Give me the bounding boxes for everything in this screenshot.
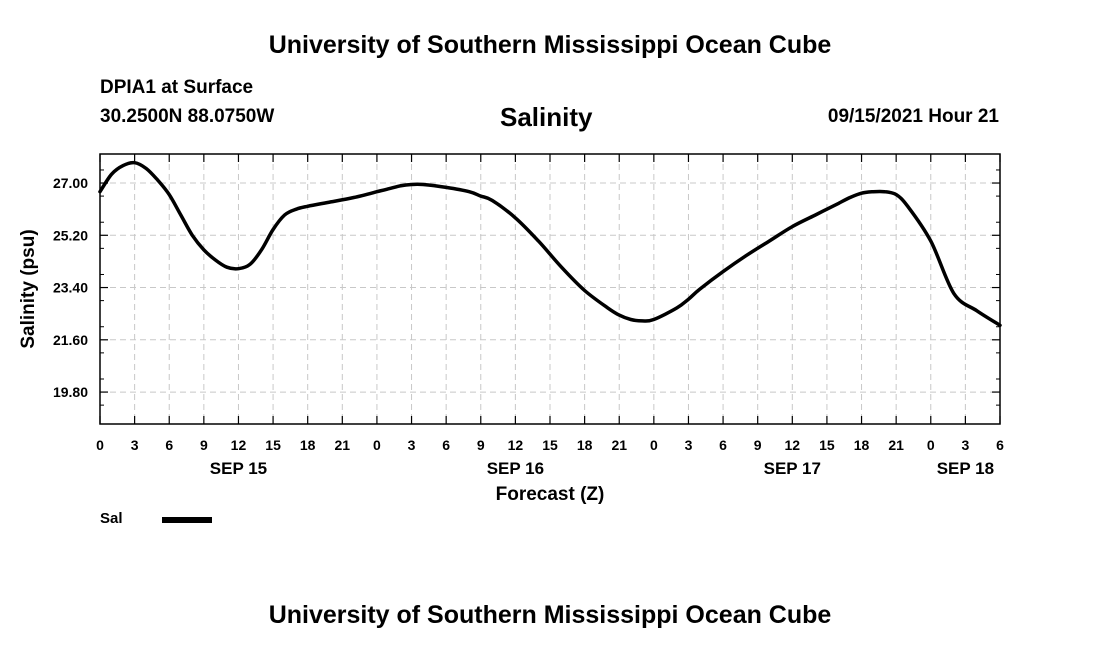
- y-tick-label: 19.80: [53, 384, 88, 400]
- x-tick-label: 6: [442, 437, 450, 453]
- y-axis-label: Salinity (psu): [18, 229, 39, 348]
- x-tick-label: 0: [650, 437, 658, 453]
- x-tick-label: 18: [854, 437, 870, 453]
- x-tick-label: 12: [785, 437, 801, 453]
- station-label: DPIA1 at Surface: [100, 77, 254, 98]
- footer-title: University of Southern Mississippi Ocean…: [268, 601, 832, 629]
- x-axis-label: Forecast (Z): [496, 484, 605, 505]
- x-tick-label: 3: [961, 437, 969, 453]
- y-tick-label: 23.40: [53, 280, 88, 296]
- x-tick-label: 15: [819, 437, 835, 453]
- x-tick-label: 15: [265, 437, 281, 453]
- day-label: SEP 18: [937, 459, 994, 478]
- x-tick-label: 3: [685, 437, 693, 453]
- x-tick-label: 6: [719, 437, 727, 453]
- forecast-date: 09/15/2021 Hour 21: [827, 106, 999, 127]
- coordinates-label: 30.2500N 88.0750W: [100, 106, 275, 127]
- chart-grid: [100, 154, 1000, 424]
- x-tick-label: 0: [927, 437, 935, 453]
- x-tick-label: 12: [508, 437, 524, 453]
- y-tick-label: 27.00: [53, 175, 88, 191]
- x-tick-label: 0: [373, 437, 381, 453]
- day-labels: SEP 15 SEP 16 SEP 17 SEP 18: [210, 459, 994, 478]
- chart-main-title: University of Southern Mississippi Ocean…: [268, 31, 832, 59]
- legend-label: Sal: [100, 510, 123, 527]
- day-label: SEP 16: [487, 459, 544, 478]
- y-tick-label: 25.20: [53, 227, 88, 243]
- x-tick-label: 18: [577, 437, 593, 453]
- x-tick-label: 9: [754, 437, 762, 453]
- y-axis-ticks: 27.00 25.20 23.40 21.60 19.80: [53, 169, 1000, 406]
- day-label: SEP 15: [210, 459, 267, 478]
- x-tick-label: 3: [408, 437, 416, 453]
- x-tick-label: 21: [611, 437, 627, 453]
- x-tick-label: 12: [231, 437, 247, 453]
- series-line-sal: [98, 160, 1002, 328]
- x-tick-label: 18: [300, 437, 316, 453]
- plot-frame: [99, 153, 1001, 425]
- x-tick-label: 3: [131, 437, 139, 453]
- y-tick-label: 21.60: [53, 332, 88, 348]
- x-tick-label: 21: [888, 437, 904, 453]
- x-tick-label: 6: [165, 437, 173, 453]
- x-tick-label: 0: [96, 437, 104, 453]
- x-tick-label: 6: [996, 437, 1004, 453]
- x-tick-label: 15: [542, 437, 558, 453]
- x-tick-label: 9: [200, 437, 208, 453]
- legend-swatch: [162, 517, 212, 523]
- chart-title: Salinity: [500, 102, 593, 132]
- x-tick-label: 21: [335, 437, 351, 453]
- x-axis-ticks: 0 3 6 9 12 15 18 21 0 3 6 9 12 15 18 21 0 3 6 9 12 15 18 21 0 3 6: [96, 154, 1004, 453]
- day-label: SEP 17: [764, 459, 821, 478]
- x-tick-label: 9: [477, 437, 485, 453]
